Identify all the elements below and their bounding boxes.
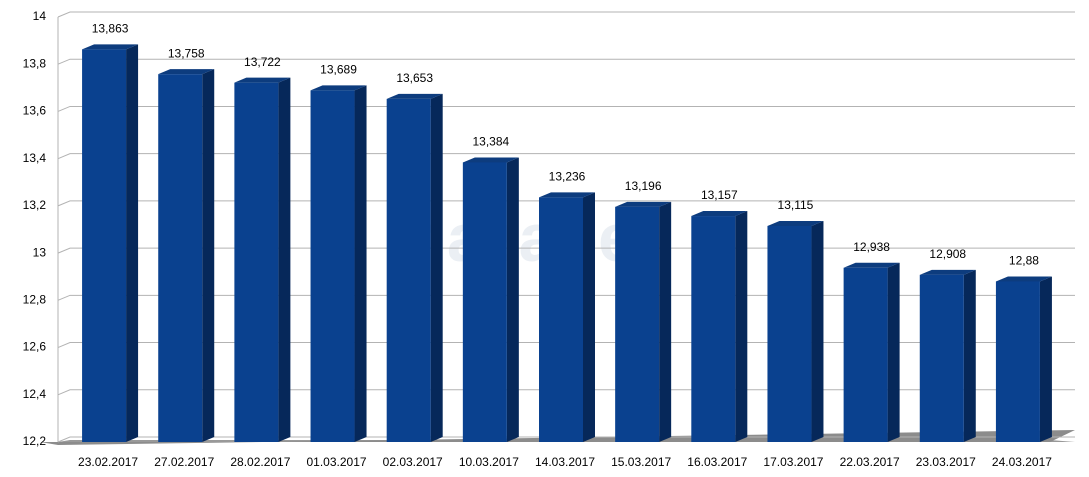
data-label: 13,863 [92,22,129,36]
y-tick-label: 13,6 [23,104,47,118]
bar-top [767,220,824,226]
bar-top [843,262,900,268]
data-label: 13,653 [396,71,433,85]
x-tick-label: 10.03.2017 [459,455,519,469]
x-tick-label: 01.03.2017 [307,455,367,469]
bar-side [1039,276,1052,442]
bar-top [462,157,519,163]
x-tick-label: 23.02.2017 [78,455,138,469]
x-tick-label: 23.03.2017 [916,455,976,469]
y-tick-label: 13,4 [23,151,47,165]
bar-side [430,93,443,443]
watermark: nazabel [405,200,654,276]
y-tick-label: 12,8 [23,293,47,307]
bar-side [963,269,976,442]
y-tick-label: 12,6 [23,340,47,354]
bar [310,90,355,443]
x-tick-label: 14.03.2017 [535,455,595,469]
bar [462,162,507,442]
bar-top [995,276,1052,282]
grid-line [57,58,1075,65]
data-label: 13,722 [244,55,281,69]
bar-side [506,157,519,442]
data-label: 13,758 [168,46,205,60]
data-label: 13,115 [778,198,814,212]
bar-top [386,93,443,99]
grid-line [57,153,1075,160]
bar [843,267,888,442]
bar-side [583,192,595,442]
bar [995,281,1040,442]
bar-top [615,201,672,207]
y-tick-label: 13 [33,245,47,259]
y-tick-label: 13,2 [23,198,47,212]
y-tick-label: 12,4 [23,387,47,401]
bar-top [158,69,215,75]
data-label: 13,157 [701,188,738,202]
bar [158,74,203,442]
bar-side [354,85,367,443]
data-label: 12,908 [929,247,966,261]
floor [40,430,1075,445]
x-tick-label: 17.03.2017 [763,455,823,469]
bar [82,49,127,442]
bar-side [126,44,139,442]
x-tick-label: 27.02.2017 [154,455,214,469]
bar [615,206,660,442]
bar-side [887,262,900,442]
bar-top [234,77,291,83]
data-label: 13,196 [625,179,662,193]
bar-top [310,85,367,91]
bar-side [278,77,291,442]
bar [386,98,431,443]
bar-top [82,44,139,50]
bar-top [691,211,748,217]
grid-line [57,200,1075,207]
data-label: 12,88 [1009,254,1039,268]
x-tick-label: 02.03.2017 [383,455,443,469]
bar [234,82,279,442]
x-tick-label: 16.03.2017 [687,455,747,469]
x-tick-label: 22.03.2017 [840,455,900,469]
x-tick-label: 24.03.2017 [992,455,1052,469]
x-tick-label: 15.03.2017 [611,455,671,469]
bar [919,274,964,442]
data-label: 13,689 [320,63,357,77]
bar-side [202,69,215,442]
y-tick-label: 13,8 [23,56,47,70]
bar [691,216,736,442]
grid-line [57,105,1075,112]
bar [539,197,583,442]
bar [767,225,812,442]
x-tick-label: 28.02.2017 [230,455,290,469]
bar-side [659,201,672,442]
y-tick-label: 14 [33,9,47,23]
bar-top [539,192,595,198]
bar-side [811,220,824,442]
data-label: 13,384 [472,135,509,149]
grid-line [57,11,1075,18]
bar-top [919,269,976,275]
y-tick-label: 12,2 [23,434,47,448]
bar-side [735,211,748,442]
data-label: 13,236 [549,170,586,184]
data-label: 12,938 [853,240,890,254]
